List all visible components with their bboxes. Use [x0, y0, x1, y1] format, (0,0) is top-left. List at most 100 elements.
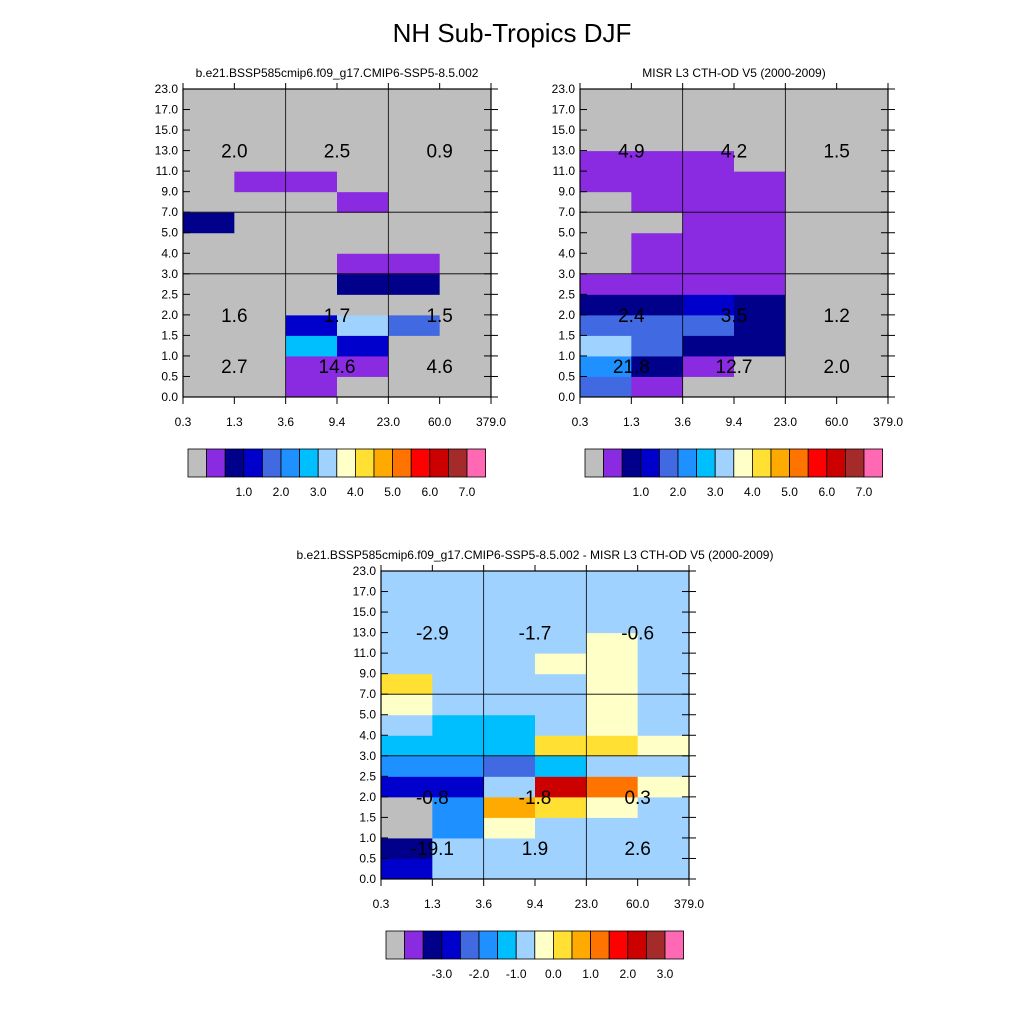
heatmap-cell: [183, 130, 235, 152]
heatmap-cell: [586, 632, 639, 654]
heatmap-cell: [836, 150, 889, 172]
colorbar-swatch: [640, 448, 660, 478]
heatmap-cell: [432, 673, 485, 695]
heatmap-cell: [734, 314, 786, 336]
heatmap-cell: [637, 694, 690, 716]
heatmap-cell: [836, 294, 889, 316]
colorbar-label: 2.0: [619, 967, 636, 981]
heatmap-cell: [234, 212, 287, 234]
heatmap-cell: [580, 171, 632, 193]
heatmap-cell: [432, 858, 485, 880]
y-tick-label: 1.0: [558, 349, 575, 363]
x-tick-label: 9.4: [726, 415, 743, 429]
heatmap-cell: [183, 89, 235, 111]
heatmap-cell: [388, 232, 441, 254]
heatmap-cell: [535, 591, 587, 613]
heatmap-cell: [183, 376, 235, 398]
colorbar-label: 6.0: [421, 485, 438, 499]
y-tick-label: 3.0: [359, 749, 376, 763]
cell-annotation: 2.4: [618, 306, 645, 327]
x-tick-label: 1.3: [226, 415, 243, 429]
heatmap-cell: [337, 171, 389, 193]
heatmap-cell: [785, 191, 838, 213]
y-tick-label: 2.5: [359, 769, 376, 783]
heatmap-cell: [734, 89, 786, 111]
cell-annotation: 1.2: [823, 306, 849, 327]
heatmap-cell: [734, 253, 786, 275]
heatmap-cell: [234, 273, 287, 295]
colorbar-swatch: [187, 448, 208, 478]
colorbar-swatch: [261, 448, 282, 478]
heatmap-cell: [285, 191, 338, 213]
colorbar-label: 4.0: [347, 485, 364, 499]
colorbar-swatch: [584, 448, 605, 478]
colorbar-swatch: [373, 448, 394, 478]
heatmap-cell: [381, 591, 433, 613]
heatmap-cell: [637, 735, 690, 757]
heatmap-cell: [337, 253, 389, 275]
heatmap-model: 0.0 0.5 1.0 1.5 2.0 2.5 3.0 4.0 5.0 7.0 9.0 11.0 13.…: [155, 66, 507, 499]
heatmap-cell: [586, 796, 639, 818]
colorbar-swatch: [770, 448, 791, 478]
colorbar-swatch: [845, 448, 865, 478]
colorbar-swatch: [714, 448, 735, 478]
x-tick-label: 3.6: [475, 897, 492, 911]
colorbar-swatch: [385, 930, 406, 960]
heatmap-cell: [631, 109, 684, 131]
colorbar-swatch: [627, 930, 647, 960]
colorbar-label: 2.0: [273, 485, 290, 499]
heatmap-cell: [439, 335, 492, 357]
heatmap-cell: [432, 817, 485, 839]
cell-annotation: 1.9: [522, 839, 548, 860]
heatmap-cell: [682, 130, 735, 152]
heatmap-cell: [682, 109, 735, 131]
heatmap-cell: [586, 571, 639, 593]
y-tick-label: 5.0: [359, 708, 376, 722]
colorbar-swatch: [553, 930, 573, 960]
heatmap-cell: [631, 171, 684, 193]
heatmap-cell: [631, 191, 684, 213]
colorbar-label: 6.0: [818, 485, 835, 499]
heatmap-cell: [535, 714, 587, 736]
cell-annotation: 14.6: [319, 357, 356, 378]
colorbar-swatch: [590, 930, 610, 960]
y-tick-label: 1.0: [161, 349, 178, 363]
heatmap-cell: [234, 335, 287, 357]
heatmap-cell: [586, 837, 639, 859]
heatmap-cell: [586, 817, 639, 839]
heatmap-cell: [682, 253, 735, 275]
heatmap-cell: [388, 335, 441, 357]
x-tick-label: 379.0: [476, 415, 506, 429]
heatmap-cell: [381, 837, 433, 859]
colorbar-swatch: [243, 448, 263, 478]
heatmap-cell: [734, 150, 786, 172]
colorbar-label: 5.0: [384, 485, 401, 499]
heatmap-cell: [637, 796, 690, 818]
heatmap-cell: [586, 735, 639, 757]
heatmap-cell: [183, 314, 235, 336]
heatmap-cell: [285, 273, 338, 295]
heatmap-cell: [682, 335, 735, 357]
colorbar-label: 3.0: [657, 967, 674, 981]
heatmap-cell: [381, 735, 433, 757]
heatmap-cell: [535, 755, 587, 777]
colorbar: -3.0 -2.0 -1.0 0.0 1.0 2.0 3.0: [385, 930, 685, 981]
y-tick-label: 13.0: [353, 626, 377, 640]
heatmap-cell: [631, 130, 684, 152]
chart-title: b.e21.BSSP585cmip6.f09_g17.CMIP6-SSP5-8.…: [297, 548, 774, 562]
heatmap-cell: [836, 191, 889, 213]
heatmap-cell: [682, 376, 735, 398]
heatmap-cell: [631, 376, 684, 398]
heatmap-cell: [285, 314, 338, 336]
x-tick-label: 9.4: [527, 897, 544, 911]
y-tick-label: 23.0: [552, 82, 576, 96]
heatmap-cell: [586, 694, 639, 716]
x-tick-label: 23.0: [575, 897, 599, 911]
colorbar-swatch: [299, 448, 319, 478]
heatmap-cell: [439, 355, 492, 377]
y-tick-label: 13.0: [155, 144, 179, 158]
heatmap-cell: [381, 714, 433, 736]
cell-annotation: 12.7: [716, 357, 753, 378]
colorbar: 1.0 2.0 3.0 4.0 5.0 6.0 7.0: [584, 448, 884, 499]
